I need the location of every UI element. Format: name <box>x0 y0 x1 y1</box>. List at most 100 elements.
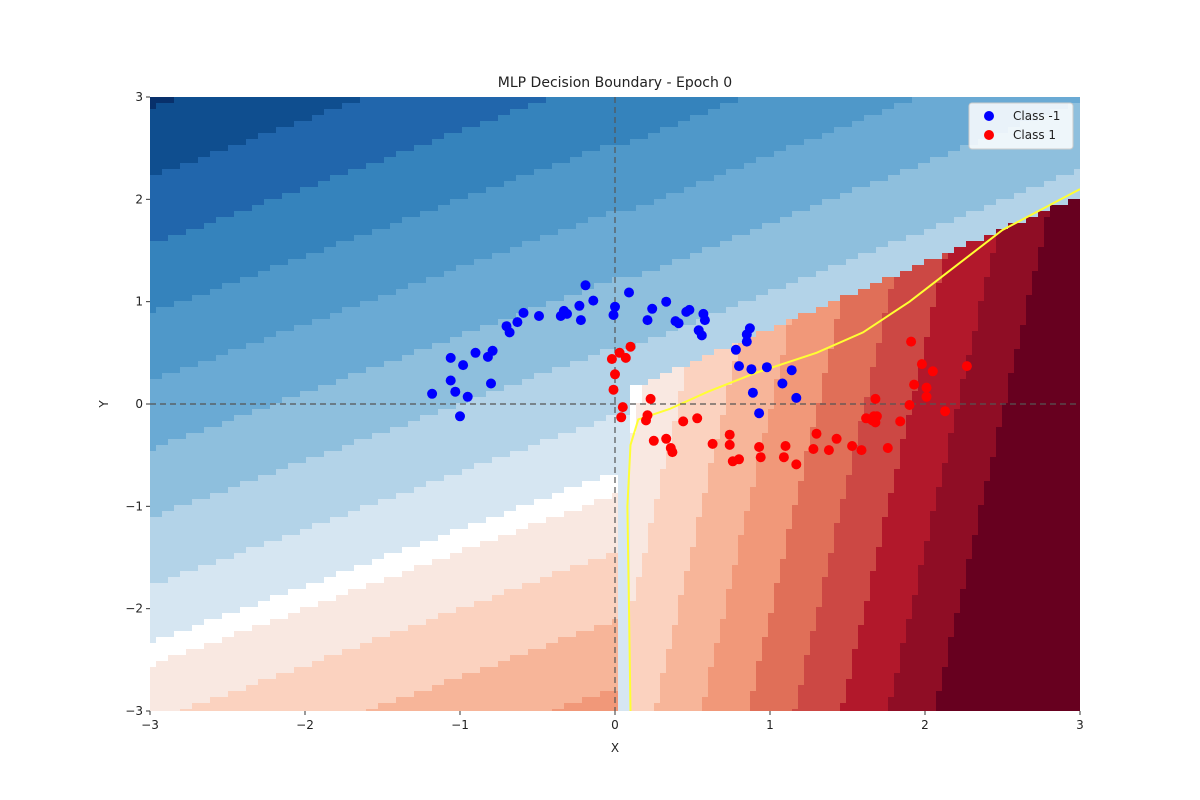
contour-cell <box>390 133 397 140</box>
contour-cell <box>396 217 403 224</box>
contour-cell <box>300 97 307 104</box>
contour-cell <box>888 193 895 200</box>
contour-cell <box>762 163 769 170</box>
contour-cell <box>510 211 517 218</box>
contour-cell <box>798 277 805 284</box>
contour-cell <box>330 259 337 266</box>
contour-cell <box>828 133 835 140</box>
contour-cell <box>282 271 289 278</box>
contour-cell <box>894 157 901 164</box>
contour-cell <box>276 235 283 242</box>
contour-cell <box>462 109 469 116</box>
contour-cell <box>438 223 445 230</box>
contour-cell <box>1008 163 1015 170</box>
contour-cell <box>780 157 787 164</box>
contour-cell <box>216 199 223 206</box>
contour-cell <box>360 133 367 140</box>
contour-cell <box>414 139 421 146</box>
contour-cell <box>726 169 733 176</box>
contour-cell <box>456 103 463 110</box>
contour-cell <box>594 229 601 236</box>
contour-cell <box>192 187 199 194</box>
contour-cell <box>594 121 601 128</box>
contour-cell <box>1044 265 1051 272</box>
contour-cell <box>636 211 643 218</box>
contour-cell <box>174 133 181 140</box>
contour-cell <box>150 283 157 290</box>
contour-cell <box>558 253 565 260</box>
contour-cell <box>378 115 385 122</box>
contour-cell <box>324 133 331 140</box>
contour-cell <box>516 193 523 200</box>
contour-cell <box>528 277 535 284</box>
contour-cell <box>1050 229 1057 236</box>
contour-cell <box>714 241 721 248</box>
contour-cell <box>1026 229 1033 236</box>
contour-cell <box>738 223 745 230</box>
contour-cell <box>216 223 223 230</box>
contour-cell <box>240 235 247 242</box>
contour-cell <box>804 181 811 188</box>
contour-cell <box>774 151 781 158</box>
contour-cell <box>942 139 949 146</box>
contour-cell <box>1074 169 1080 176</box>
contour-cell <box>822 277 829 284</box>
contour-cell <box>216 253 223 260</box>
contour-cell <box>864 97 871 104</box>
contour-cell <box>918 103 925 110</box>
contour-cell <box>666 223 673 230</box>
contour-cell <box>594 181 601 188</box>
contour-cell <box>924 145 931 152</box>
contour-cell <box>504 115 511 122</box>
contour-cell <box>900 145 907 152</box>
contour-cell <box>636 283 643 290</box>
contour-cell <box>258 97 265 104</box>
contour-cell <box>324 163 331 170</box>
contour-cell <box>1074 121 1080 128</box>
contour-cell <box>792 217 799 224</box>
contour-cell <box>984 163 991 170</box>
contour-cell <box>594 271 601 278</box>
contour-cell <box>336 259 343 266</box>
contour-cell <box>408 157 415 164</box>
contour-cell <box>210 151 217 158</box>
contour-cell <box>438 169 445 176</box>
contour-cell <box>342 139 349 146</box>
contour-cell <box>906 169 913 176</box>
contour-cell <box>498 247 505 254</box>
contour-cell <box>354 139 361 146</box>
contour-cell <box>744 151 751 158</box>
contour-cell <box>420 265 427 272</box>
contour-cell <box>522 163 529 170</box>
contour-cell <box>366 271 373 278</box>
contour-cell <box>1056 235 1063 242</box>
contour-cell <box>324 217 331 224</box>
contour-cell <box>384 271 391 278</box>
contour-cell <box>714 253 721 260</box>
contour-cell <box>936 217 943 224</box>
contour-cell <box>828 247 835 254</box>
contour-cell <box>402 223 409 230</box>
contour-cell <box>366 181 373 188</box>
contour-cell <box>720 127 727 134</box>
contour-cell <box>294 145 301 152</box>
contour-cell <box>714 181 721 188</box>
contour-cell <box>252 127 259 134</box>
contour-cell <box>576 97 583 104</box>
contour-cell <box>456 241 463 248</box>
contour-cell <box>702 175 709 182</box>
contour-cell <box>804 163 811 170</box>
contour-cell <box>858 139 865 146</box>
contour-cell <box>348 103 355 110</box>
contour-cell <box>318 271 325 278</box>
contour-cell <box>1014 229 1021 236</box>
contour-cell <box>780 163 787 170</box>
contour-cell <box>228 205 235 212</box>
contour-cell <box>222 97 229 104</box>
contour-cell <box>822 169 829 176</box>
contour-cell <box>246 175 253 182</box>
contour-cell <box>282 223 289 230</box>
contour-cell <box>822 151 829 158</box>
contour-cell <box>576 151 583 158</box>
contour-cell <box>936 139 943 146</box>
